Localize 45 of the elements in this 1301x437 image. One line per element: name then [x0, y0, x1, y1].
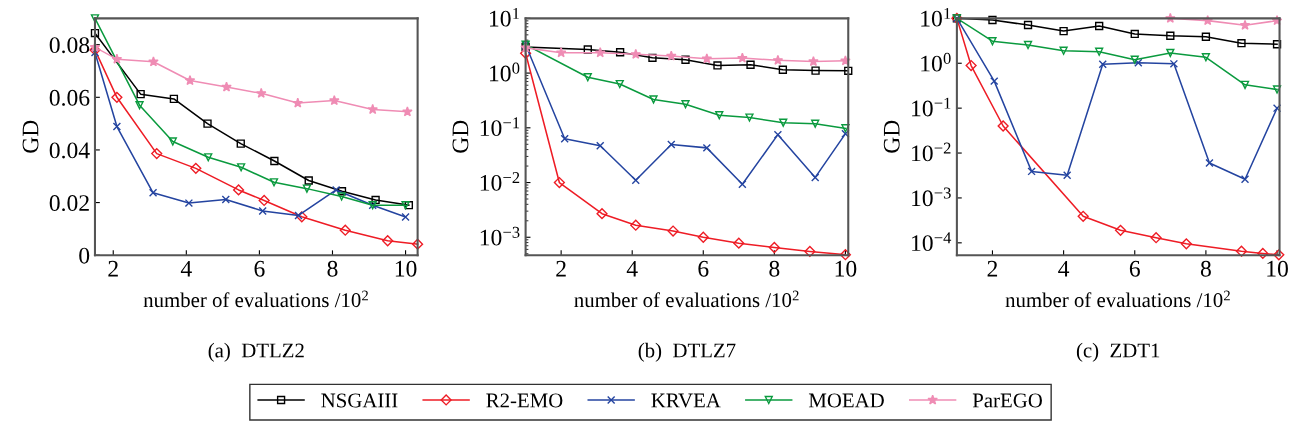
legend-label: MOEAD [808, 393, 884, 408]
y-tick-label: 10$^{−4}$ [912, 232, 952, 252]
y-tick-label: 10$^{−1}$ [480, 117, 520, 137]
x-tick-label: 8 [327, 260, 338, 277]
y-tick-label: 0.06 [49, 89, 90, 106]
legend-label: ParEGO [972, 393, 1042, 408]
x-axis-title: number of evaluations /10$^{2}$ [143, 290, 368, 308]
y-tick-label: 10$^{1}$ [921, 7, 951, 27]
x-axis-title: number of evaluations /10$^{2}$ [1005, 290, 1230, 308]
x-tick-label: 4 [626, 260, 638, 277]
x-tick-label: 2 [108, 260, 118, 277]
y-tick-label: 10$^{1}$ [490, 7, 519, 27]
y-axis-title: GD [452, 120, 469, 153]
legend-label: KRVEA [651, 393, 721, 408]
text: (c) ZDT1 [1076, 342, 1160, 362]
y-tick-label: 0.08 [49, 37, 90, 54]
y-tick-label: 10$^{−3}$ [480, 226, 520, 246]
y-tick-label: 10$^{0}$ [921, 52, 951, 72]
x-tick-label: 6 [698, 260, 709, 277]
y-tick-label: 0.02 [49, 195, 89, 212]
y-tick-label: 10$^{−3}$ [912, 187, 951, 207]
y-tick-label: 10$^{−2}$ [912, 142, 951, 162]
y-tick-label: 0.04 [49, 142, 90, 159]
x-tick-label: 8 [769, 260, 780, 277]
y-tick-label: 10$^{−1}$ [912, 97, 951, 117]
x-tick-label: 4 [180, 260, 192, 277]
legend-label: R2-EMO [486, 393, 563, 408]
x-axis-title: number of evaluations /10$^{2}$ [574, 290, 799, 308]
x-tick-label: 4 [1058, 260, 1070, 277]
y-axis-title: GD [883, 120, 900, 153]
x-tick-label: 2 [556, 260, 566, 277]
text: (b) DTLZ7 [638, 342, 736, 362]
text: (a) DTLZ2 [208, 342, 304, 362]
x-tick-label: 10 [835, 260, 857, 277]
y-tick-label: 10$^{−2}$ [480, 172, 520, 191]
y-tick-label: 0 [79, 247, 90, 264]
x-tick-label: 6 [1129, 260, 1140, 277]
x-tick-label: 8 [1200, 260, 1211, 277]
x-tick-label: 6 [254, 260, 265, 277]
y-tick-label: 10$^{0}$ [490, 62, 520, 82]
legend-label: NSGAIII [321, 393, 398, 408]
y-axis-title: GD [22, 120, 39, 153]
x-tick-label: 2 [987, 260, 998, 277]
x-tick-label: 10 [395, 260, 417, 277]
x-tick-label: 10 [1267, 260, 1288, 277]
